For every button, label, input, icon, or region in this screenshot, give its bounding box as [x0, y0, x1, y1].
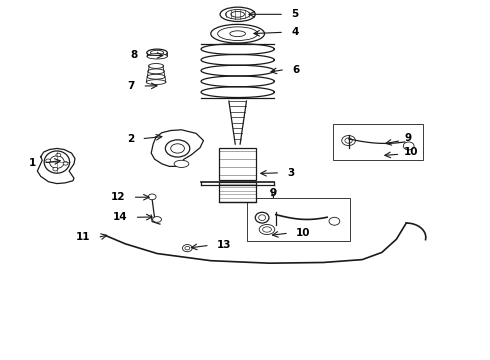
Text: 2: 2	[127, 134, 134, 144]
Ellipse shape	[165, 140, 190, 157]
Ellipse shape	[225, 9, 250, 19]
Text: 10: 10	[404, 147, 419, 157]
Ellipse shape	[153, 217, 161, 222]
Ellipse shape	[403, 142, 414, 150]
Ellipse shape	[218, 27, 258, 41]
Ellipse shape	[148, 194, 156, 200]
Ellipse shape	[211, 24, 265, 43]
Ellipse shape	[46, 159, 50, 163]
Ellipse shape	[171, 144, 184, 153]
Ellipse shape	[150, 50, 164, 55]
Ellipse shape	[148, 64, 164, 68]
Text: 12: 12	[111, 192, 125, 202]
Ellipse shape	[56, 153, 61, 157]
Text: 10: 10	[296, 228, 311, 238]
Ellipse shape	[147, 54, 167, 59]
Ellipse shape	[147, 49, 167, 56]
Text: 9: 9	[404, 133, 412, 143]
Text: 8: 8	[130, 50, 138, 60]
Bar	[247, 198, 350, 241]
Text: 3: 3	[288, 168, 295, 178]
Ellipse shape	[230, 31, 245, 37]
Ellipse shape	[147, 74, 165, 79]
Bar	[219, 148, 256, 180]
Ellipse shape	[63, 162, 68, 165]
Ellipse shape	[185, 246, 190, 250]
Text: 14: 14	[113, 212, 127, 222]
Ellipse shape	[255, 212, 269, 223]
Text: 5: 5	[292, 9, 299, 19]
Ellipse shape	[342, 135, 355, 145]
Text: 7: 7	[128, 81, 135, 91]
Ellipse shape	[53, 167, 58, 171]
Ellipse shape	[44, 151, 70, 173]
Ellipse shape	[49, 156, 64, 168]
Ellipse shape	[259, 215, 266, 221]
Ellipse shape	[147, 80, 166, 85]
Text: 11: 11	[75, 232, 90, 242]
Ellipse shape	[182, 244, 192, 252]
Ellipse shape	[263, 227, 271, 232]
Ellipse shape	[259, 225, 275, 234]
Ellipse shape	[345, 138, 352, 143]
Ellipse shape	[231, 12, 245, 17]
Text: 4: 4	[292, 27, 299, 37]
Text: 6: 6	[293, 64, 300, 75]
Ellipse shape	[148, 69, 164, 74]
Ellipse shape	[174, 160, 189, 167]
Bar	[333, 125, 423, 160]
Ellipse shape	[220, 7, 255, 22]
Text: 13: 13	[217, 240, 232, 250]
Bar	[219, 182, 256, 202]
Ellipse shape	[329, 217, 340, 225]
Text: 1: 1	[29, 158, 36, 168]
Text: 9: 9	[270, 188, 277, 198]
